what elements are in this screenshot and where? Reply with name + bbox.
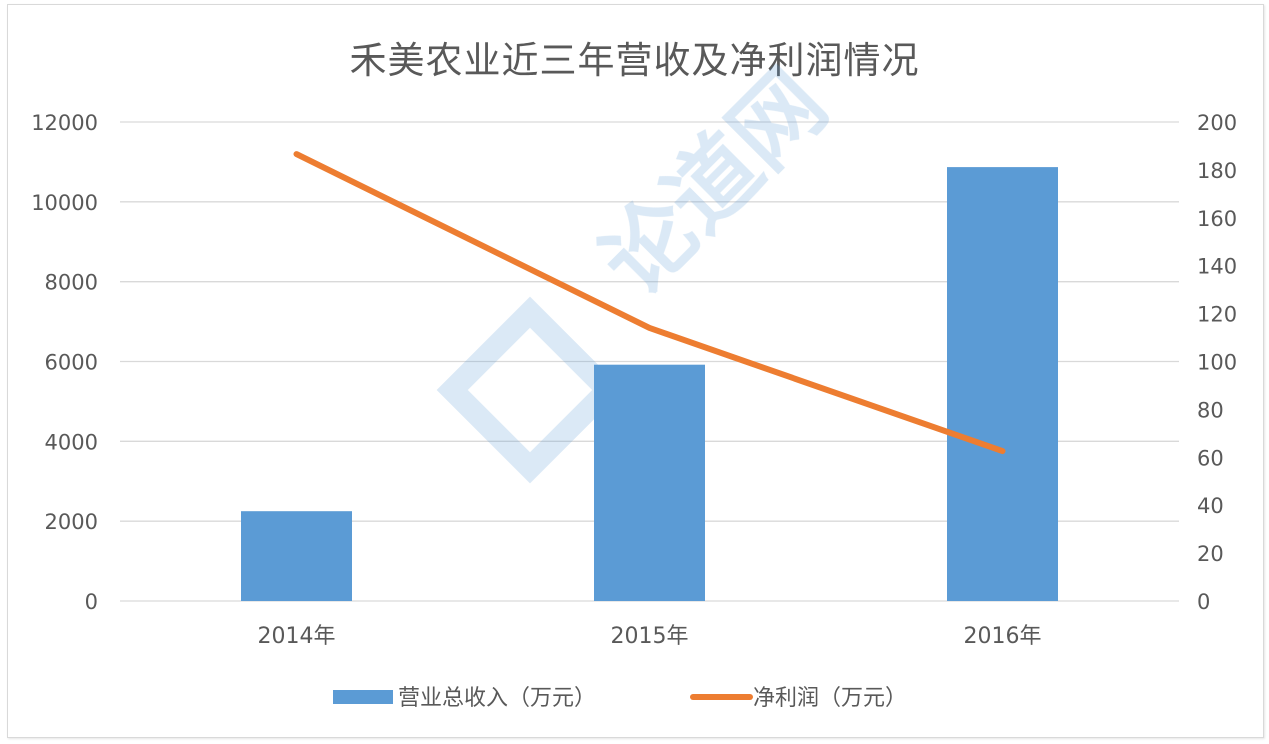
x-axis-categories: 2014年 2015年 2016年	[258, 624, 1042, 649]
left-tick-label: 8000	[45, 271, 98, 295]
bar-series	[241, 167, 1058, 601]
right-tick-label: 100	[1197, 351, 1237, 375]
right-tick-label: 40	[1197, 494, 1224, 518]
right-tick-label: 60	[1197, 446, 1224, 470]
left-tick-label: 10000	[31, 191, 98, 215]
category-label: 2014年	[258, 624, 336, 649]
left-axis-ticks: 0 2000 4000 6000 8000 10000 12000	[31, 111, 98, 614]
right-axis-ticks: 0 20 40 60 80 100 120 140 160 180 200	[1197, 111, 1237, 614]
legend-label-profit: 净利润（万元）	[753, 686, 907, 711]
right-tick-label: 200	[1197, 111, 1237, 135]
profit-line	[293, 151, 1006, 455]
left-tick-label: 0	[85, 590, 98, 614]
left-tick-label: 4000	[45, 430, 98, 454]
category-label: 2016年	[964, 624, 1042, 649]
legend-swatch-revenue	[333, 690, 393, 704]
legend: 营业总收入（万元） 净利润（万元）	[333, 686, 907, 711]
chart-title: 禾美农业近三年营收及净利润情况	[349, 39, 920, 82]
right-tick-label: 140	[1197, 255, 1237, 279]
bar	[947, 167, 1058, 601]
left-tick-label: 2000	[45, 510, 98, 534]
right-tick-label: 120	[1197, 303, 1237, 327]
right-tick-label: 0	[1197, 590, 1210, 614]
bar	[594, 364, 705, 601]
left-tick-label: 12000	[31, 111, 98, 135]
bar	[241, 511, 352, 601]
right-tick-label: 80	[1197, 398, 1224, 422]
watermark-text: 论道网	[581, 50, 846, 315]
legend-label-revenue: 营业总收入（万元）	[398, 686, 596, 711]
right-tick-label: 160	[1197, 207, 1237, 231]
left-tick-label: 6000	[45, 351, 98, 375]
category-label: 2015年	[611, 624, 689, 649]
line-series	[293, 151, 1006, 455]
right-tick-label: 20	[1197, 542, 1224, 566]
right-tick-label: 180	[1197, 159, 1237, 183]
